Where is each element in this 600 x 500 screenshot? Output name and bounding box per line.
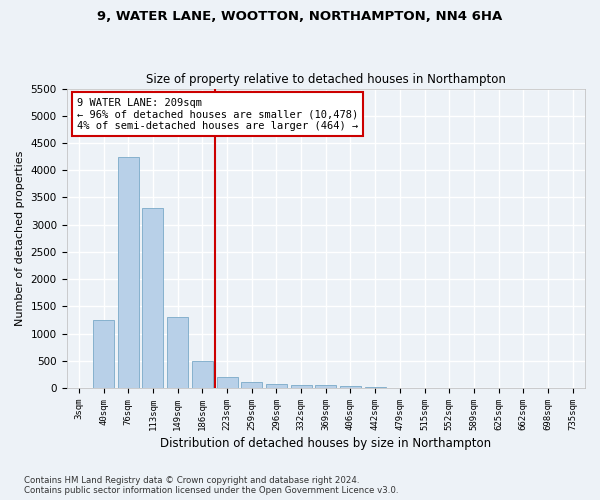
X-axis label: Distribution of detached houses by size in Northampton: Distribution of detached houses by size … <box>160 437 491 450</box>
Bar <box>365 387 386 388</box>
Bar <box>93 320 114 388</box>
Bar <box>340 386 361 388</box>
Bar <box>241 382 262 388</box>
Bar <box>217 377 238 388</box>
Bar <box>118 156 139 388</box>
Text: 9, WATER LANE, WOOTTON, NORTHAMPTON, NN4 6HA: 9, WATER LANE, WOOTTON, NORTHAMPTON, NN4… <box>97 10 503 23</box>
Bar <box>290 385 311 388</box>
Bar <box>192 361 213 388</box>
Bar <box>315 386 336 388</box>
Bar <box>142 208 163 388</box>
Text: 9 WATER LANE: 209sqm
← 96% of detached houses are smaller (10,478)
4% of semi-de: 9 WATER LANE: 209sqm ← 96% of detached h… <box>77 98 358 130</box>
Title: Size of property relative to detached houses in Northampton: Size of property relative to detached ho… <box>146 73 506 86</box>
Bar <box>266 384 287 388</box>
Y-axis label: Number of detached properties: Number of detached properties <box>15 150 25 326</box>
Bar <box>167 318 188 388</box>
Text: Contains HM Land Registry data © Crown copyright and database right 2024.
Contai: Contains HM Land Registry data © Crown c… <box>24 476 398 495</box>
